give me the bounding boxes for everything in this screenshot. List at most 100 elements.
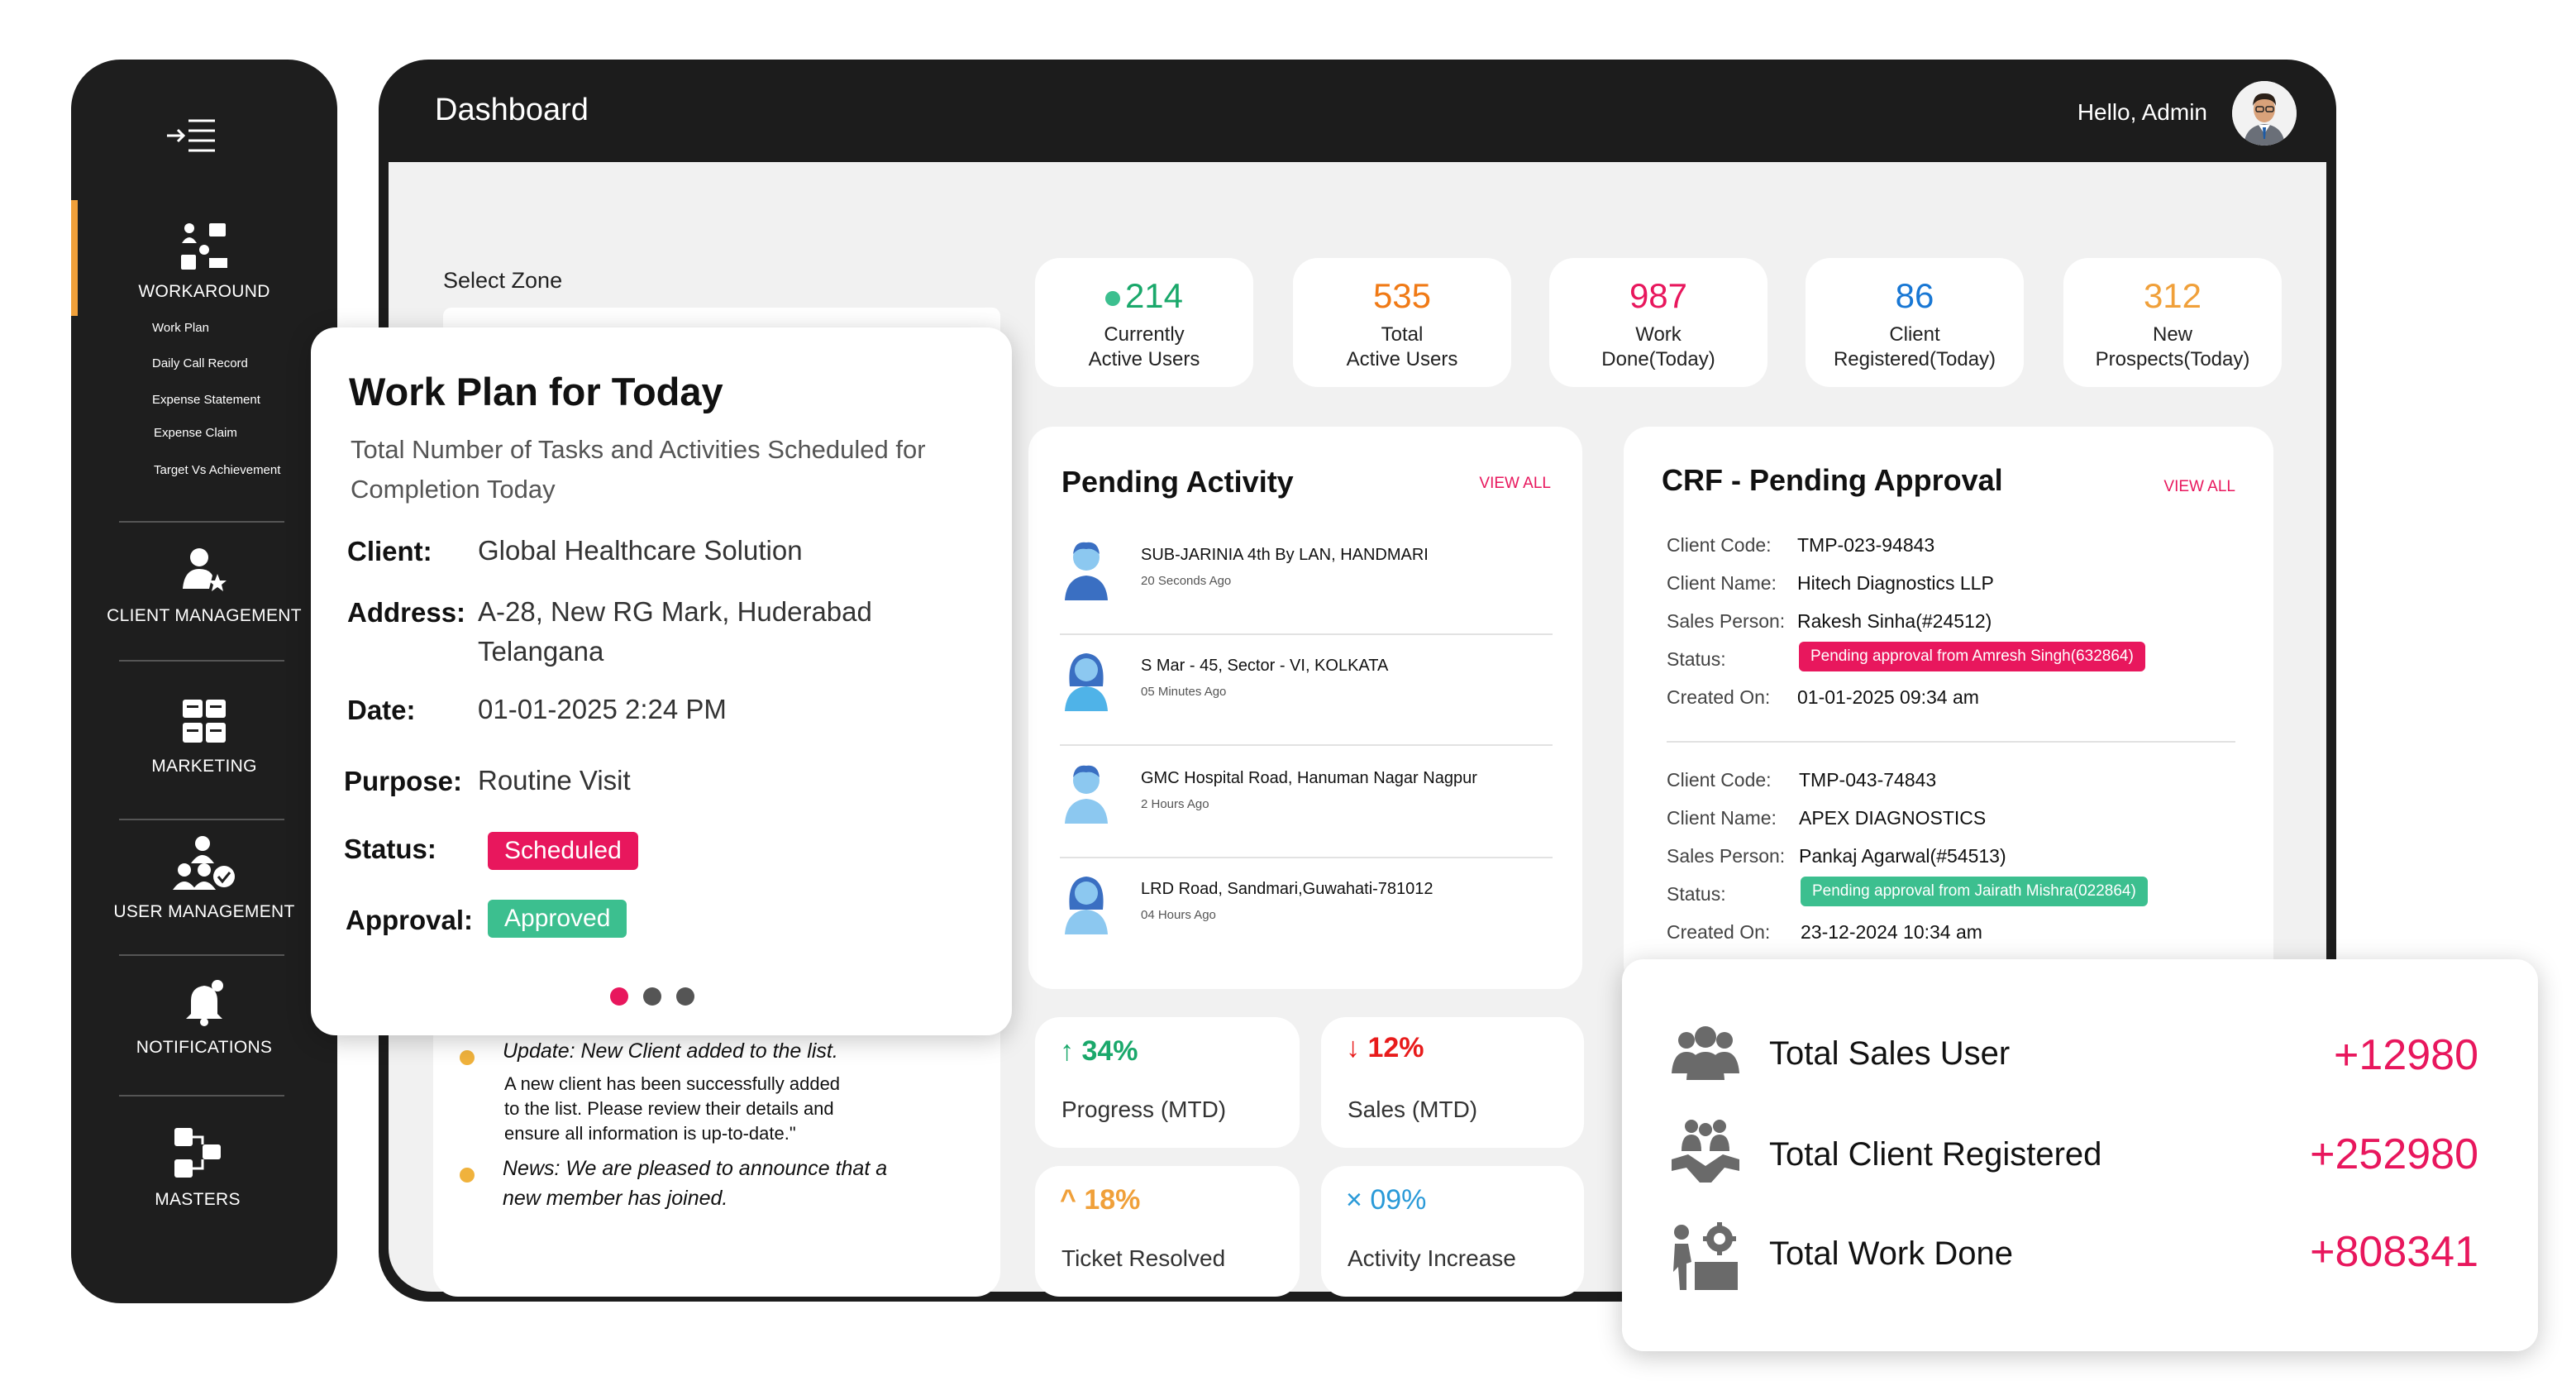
totals-card: Total Sales User +12980 Total Client Reg… <box>1622 959 2538 1351</box>
address-label: Address: <box>347 597 466 628</box>
progress-mtd-card[interactable]: ↑ 34% Progress (MTD) <box>1035 1017 1300 1148</box>
carousel-dot[interactable] <box>676 987 694 1006</box>
news-body-line: A new client has been successfully added <box>504 1073 841 1094</box>
client-code: TMP-023-94843 <box>1797 534 1935 556</box>
cross-icon: × <box>1346 1184 1362 1216</box>
stat-card-active-users[interactable]: 214 Currently Active Users <box>1035 258 1253 387</box>
divider <box>119 954 284 956</box>
divider <box>1060 744 1553 746</box>
pending-activity-view-all[interactable]: VIEW ALL <box>1479 475 1551 492</box>
divider <box>1060 633 1553 635</box>
address-line: Telangana <box>478 636 604 667</box>
sidebar-subitem-expense-claim[interactable]: Expense Claim <box>154 426 237 440</box>
stat-label-line: Client <box>1889 323 1940 346</box>
stat-label-line: Active Users <box>1088 348 1200 370</box>
workaround-icon <box>71 222 337 275</box>
ticket-resolved-value: ^ 18% <box>1060 1184 1140 1216</box>
crf-key: Created On: <box>1667 921 1771 943</box>
sidebar-label: MARKETING <box>151 757 257 776</box>
total-label: Total Client Registered <box>1769 1136 2102 1173</box>
client-management-icon <box>71 546 337 600</box>
sales-person: Rakesh Sinha(#24512) <box>1797 610 1992 632</box>
work-done-icon <box>1670 1221 1741 1290</box>
stat-card-client-registered[interactable]: 86 Client Registered(Today) <box>1806 258 2024 387</box>
user-avatar-icon <box>1060 648 1113 711</box>
sidebar-subitem-expense-statement[interactable]: Expense Statement <box>152 393 260 407</box>
activity-title: LRD Road, Sandmari,Guwahati-781012 <box>1141 880 1433 898</box>
activity-item[interactable]: GMC Hospital Road, Hanuman Nagar Nagpur … <box>1060 748 1553 858</box>
ticket-resolved-card[interactable]: ^ 18% Ticket Resolved <box>1035 1166 1300 1297</box>
work-plan-subtitle: Total Number of Tasks and Activities Sch… <box>351 435 926 504</box>
activity-increase-card[interactable]: × 09% Activity Increase <box>1321 1166 1584 1297</box>
sidebar-item-client-management[interactable]: CLIENT MANAGEMENT <box>71 546 337 626</box>
stat-card-new-prospects[interactable]: 312 New Prospects(Today) <box>2063 258 2282 387</box>
bell-icon <box>71 977 337 1031</box>
activity-increase-value: × 09% <box>1346 1184 1426 1216</box>
stat-label: Work Done(Today) <box>1549 323 1767 372</box>
activity-item[interactable]: LRD Road, Sandmari,Guwahati-781012 04 Ho… <box>1060 858 1553 969</box>
stat-card-total-active-users[interactable]: 535 Total Active Users <box>1293 258 1511 387</box>
activity-time: 2 Hours Ago <box>1141 797 1209 811</box>
sidebar-subitem-work-plan[interactable]: Work Plan <box>152 321 209 335</box>
divider <box>1667 741 2235 743</box>
date-value: 01-01-2025 2:24 PM <box>478 694 727 724</box>
crf-key: Status: <box>1667 883 1726 905</box>
sidebar-subitem-daily-call-record[interactable]: Daily Call Record <box>152 356 248 370</box>
news-body-line: ensure all information is up-to-date." <box>504 1123 796 1144</box>
mtd-value: 18% <box>1084 1184 1141 1216</box>
sales-users-icon <box>1670 1019 1741 1085</box>
divider <box>119 819 284 820</box>
news-body-line: new member has joined. <box>503 1187 728 1210</box>
created-on: 23-12-2024 10:34 am <box>1801 921 1982 943</box>
crf-key: Sales Person: <box>1667 610 1786 632</box>
stat-card-work-done[interactable]: 987 Work Done(Today) <box>1549 258 1767 387</box>
approval-badge: Approved <box>488 900 627 938</box>
sidebar-item-masters[interactable]: MASTERS <box>71 1126 331 1210</box>
status-badge: Scheduled <box>488 832 638 870</box>
activity-item[interactable]: S Mar - 45, Sector - VI, KOLKATA 05 Minu… <box>1060 635 1553 746</box>
sidebar-item-user-management[interactable]: USER MANAGEMENT <box>71 835 337 922</box>
crf-view-all[interactable]: VIEW ALL <box>2163 478 2235 495</box>
mtd-label: Activity Increase <box>1348 1245 1516 1271</box>
crf-key: Client Code: <box>1667 769 1772 791</box>
work-plan-title: Work Plan for Today <box>349 370 723 413</box>
user-avatar-icon <box>1060 538 1113 600</box>
activity-time: 20 Seconds Ago <box>1141 574 1232 588</box>
caret-up-icon: ^ <box>1060 1184 1076 1216</box>
stat-label: Client Registered(Today) <box>1806 323 2024 372</box>
sales-mtd-value: ↓ 12% <box>1346 1032 1424 1064</box>
sidebar-item-marketing[interactable]: MARKETING <box>71 696 337 776</box>
sales-mtd-card[interactable]: ↓ 12% Sales (MTD) <box>1321 1017 1584 1148</box>
arrow-up-icon: ↑ <box>1060 1035 1074 1067</box>
stat-label-line: Work <box>1635 323 1682 346</box>
news-headline: News: We are pleased to announce that a <box>503 1157 888 1180</box>
sidebar-label: USER MANAGEMENT <box>113 902 295 921</box>
sidebar-subitem-target-vs-achievement[interactable]: Target Vs Achievement <box>154 463 281 477</box>
carousel-dot[interactable] <box>643 987 661 1006</box>
mtd-value: 34% <box>1081 1035 1138 1067</box>
client-name: Hitech Diagnostics LLP <box>1797 572 1994 594</box>
page-title: Dashboard <box>435 93 589 127</box>
bullet-icon <box>460 1168 475 1183</box>
total-label: Total Sales User <box>1769 1035 2011 1072</box>
menu-toggle-icon[interactable] <box>164 111 238 160</box>
stat-number: 86 <box>1895 276 1934 315</box>
user-avatar-icon <box>1060 872 1113 934</box>
carousel-dot-active[interactable] <box>610 987 628 1006</box>
activity-item[interactable]: SUB-JARINIA 4th By LAN, HANDMARI 20 Seco… <box>1060 524 1553 635</box>
stat-label: Currently Active Users <box>1035 323 1253 372</box>
crf-pending-approval-card: CRF - Pending Approval VIEW ALL Client C… <box>1624 427 2273 989</box>
total-label: Total Work Done <box>1769 1235 2013 1272</box>
activity-time: 04 Hours Ago <box>1141 908 1216 922</box>
total-value: +252980 <box>2310 1130 2478 1178</box>
masters-icon <box>71 1126 331 1183</box>
crf-key: Status: <box>1667 648 1726 670</box>
avatar[interactable] <box>2232 81 2297 146</box>
news-body-line: to the list. Please review their details… <box>504 1098 834 1119</box>
sidebar-item-notifications[interactable]: NOTIFICATIONS <box>71 977 337 1058</box>
stat-label-line: New <box>2152 323 2192 346</box>
sidebar-item-workaround[interactable]: WORKAROUND <box>71 222 337 302</box>
greeting: Hello, Admin <box>2077 99 2207 125</box>
sidebar-label: MASTERS <box>155 1190 241 1209</box>
divider <box>119 1095 284 1097</box>
